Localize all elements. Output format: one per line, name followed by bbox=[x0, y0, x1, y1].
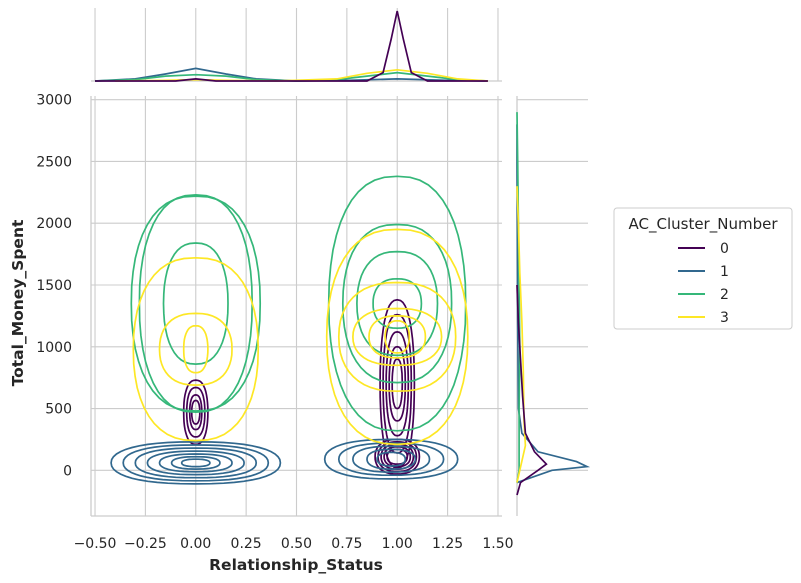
kde-contour-0 bbox=[391, 358, 404, 410]
x-tick-label: 0.75 bbox=[331, 536, 362, 552]
marginal-x-kde bbox=[94, 10, 488, 82]
x-tick-label: 0.25 bbox=[231, 536, 262, 552]
y-tick-label: 3000 bbox=[36, 93, 72, 109]
y-tick-label: 0 bbox=[63, 463, 72, 479]
legend-frame bbox=[613, 207, 793, 330]
marginal-y-kde bbox=[516, 112, 591, 496]
legend-title: AC_Cluster_Number bbox=[629, 215, 779, 234]
marginal-y-curve-0 bbox=[516, 284, 548, 496]
kde-contour-1 bbox=[134, 447, 258, 479]
kde-contour-1 bbox=[158, 453, 233, 473]
kde-contour-1 bbox=[110, 441, 282, 485]
kde-contour-2 bbox=[372, 277, 423, 330]
x-axis-label: Relationship_Status bbox=[209, 556, 383, 574]
kde-contour-3 bbox=[182, 324, 209, 374]
marginal-x-curve-1 bbox=[94, 67, 488, 82]
x-tick-label: −0.25 bbox=[124, 536, 167, 552]
kde-contour-3 bbox=[158, 312, 233, 386]
kde-contour-2 bbox=[162, 242, 229, 365]
kde-contour-3 bbox=[132, 256, 260, 442]
x-tick-label: 0.50 bbox=[281, 536, 312, 552]
y-tick-label: 1500 bbox=[36, 278, 72, 294]
x-tick-label: 1.50 bbox=[482, 536, 513, 552]
marginal-y-curve-1 bbox=[516, 124, 591, 484]
y-tick-label: 2500 bbox=[36, 154, 72, 170]
kde-contour-1 bbox=[170, 455, 221, 470]
kde-contour-1 bbox=[376, 451, 407, 467]
kde-contour-3 bbox=[337, 281, 457, 393]
kde-contour-3 bbox=[325, 228, 469, 446]
x-tick-label: 1.00 bbox=[382, 536, 413, 552]
legend: AC_Cluster_Number 0 1 2 3 bbox=[613, 207, 793, 330]
marginal-x-curve-0 bbox=[95, 10, 488, 82]
y-axis-label: Total_Money_Spent bbox=[9, 219, 27, 386]
kde-contour-2 bbox=[341, 223, 453, 384]
y-tick-label: 2000 bbox=[36, 216, 72, 232]
marginal-y-curve-2 bbox=[516, 112, 521, 483]
legend-entry-label: 0 bbox=[720, 241, 729, 257]
kde-contour-1 bbox=[337, 442, 445, 477]
kde-contour-3 bbox=[352, 307, 443, 367]
y-tick-label: 1000 bbox=[36, 340, 72, 356]
x-tick-label: 0.00 bbox=[180, 536, 211, 552]
kde-contour-1 bbox=[323, 438, 459, 480]
tick-labels: −0.50 −0.25 0.00 0.25 0.50 0.75 1.00 1.25 1.50 0 5… bbox=[36, 93, 513, 552]
x-tick-label: 1.25 bbox=[432, 536, 463, 552]
kde-contour-1 bbox=[122, 444, 270, 482]
legend-entry-label: 1 bbox=[720, 264, 729, 280]
kde-contour-3 bbox=[384, 319, 411, 354]
marginal-y-curve-3 bbox=[516, 186, 527, 483]
y-tick-label: 500 bbox=[45, 402, 72, 418]
kde-contour-1 bbox=[180, 458, 211, 468]
x-tick-label: −0.50 bbox=[74, 536, 117, 552]
kde-contour-3 bbox=[368, 315, 427, 359]
legend-entry-label: 2 bbox=[720, 287, 729, 303]
kde-contour-1 bbox=[352, 445, 431, 473]
grid bbox=[91, 8, 588, 516]
kde-contour-0 bbox=[379, 298, 416, 469]
kde-contour-2 bbox=[356, 250, 439, 357]
kde-contour-1 bbox=[146, 450, 245, 476]
kde-contour-1 bbox=[366, 448, 417, 470]
legend-entry-label: 3 bbox=[720, 310, 729, 326]
kde-contour-0 bbox=[385, 331, 410, 437]
kde-contour-2 bbox=[130, 195, 262, 412]
kde-contours bbox=[110, 175, 469, 485]
